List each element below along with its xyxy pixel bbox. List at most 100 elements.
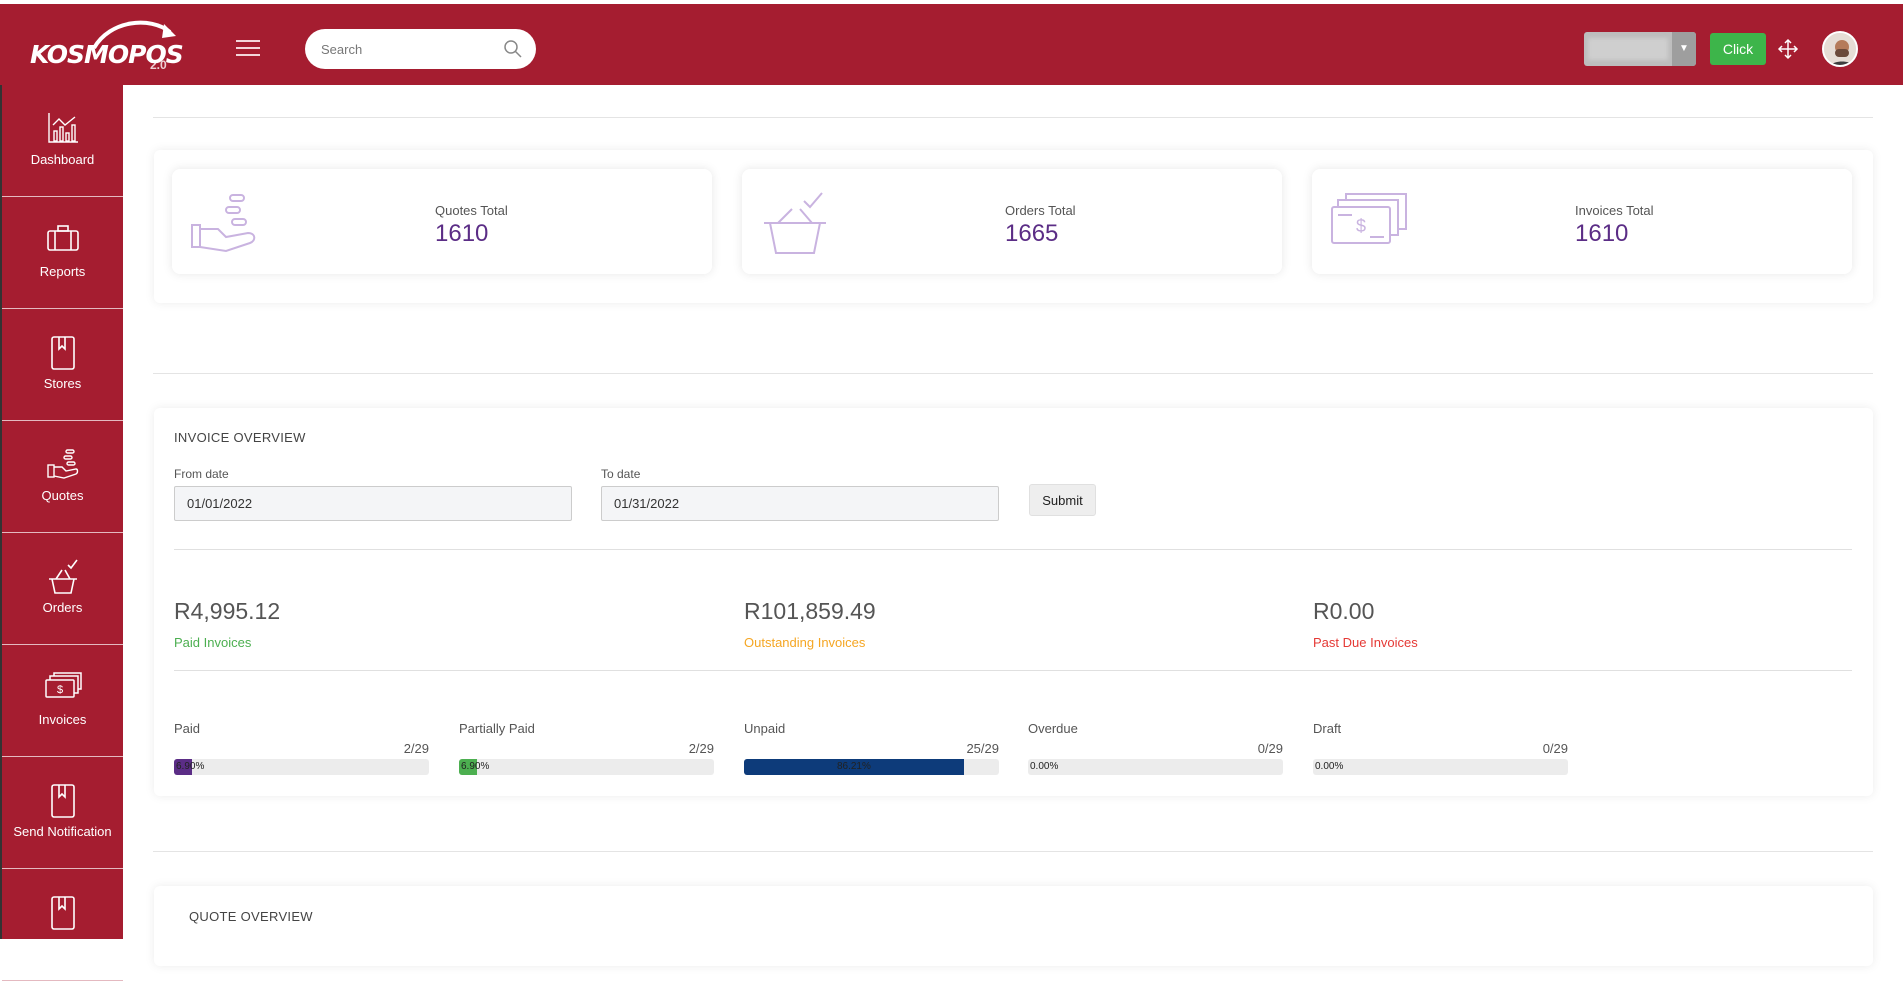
progress-fill	[174, 759, 192, 775]
store-select[interactable]: ▼	[1584, 32, 1696, 66]
invoice-overview-panel: INVOICE OVERVIEW From date To date Submi…	[154, 408, 1873, 796]
stat-label: Orders Total	[1005, 203, 1076, 218]
basket-icon	[48, 559, 78, 594]
progress-fill	[459, 759, 477, 775]
outstanding-label: Outstanding Invoices	[744, 635, 866, 650]
stat-card-quotes[interactable]: Quotes Total 1610	[172, 169, 712, 274]
progress-label: Unpaid	[744, 721, 786, 736]
progress-fill	[744, 759, 964, 775]
logo-version: 2.0	[150, 58, 167, 72]
outstanding-amount: R101,859.49	[744, 598, 876, 624]
svg-text:$: $	[56, 684, 62, 696]
submit-button[interactable]: Submit	[1029, 484, 1096, 516]
progress-bar: 0.00%	[1028, 759, 1283, 775]
progress-percent: 6.90%	[461, 761, 490, 772]
to-date-label: To date	[601, 467, 641, 481]
logo-text: KOSMOPOS	[30, 40, 184, 69]
progress-count: 2/29	[403, 741, 429, 756]
stat-card-orders[interactable]: Orders Total 1665	[742, 169, 1282, 274]
avatar[interactable]	[1822, 31, 1858, 67]
progress-percent: 0.00%	[1315, 761, 1344, 772]
fullscreen-icon[interactable]	[1777, 38, 1799, 60]
quote-overview-title: QUOTE OVERVIEW	[189, 909, 313, 924]
click-button[interactable]: Click	[1710, 33, 1766, 65]
book-icon	[50, 784, 75, 818]
divider	[174, 670, 1852, 671]
logo[interactable]: KOSMOPOS 2.0	[30, 18, 184, 74]
paid-amount: R4,995.12	[174, 598, 281, 624]
book-icon	[50, 336, 75, 370]
hand-coins-icon	[46, 449, 78, 479]
svg-text:$: $	[1356, 216, 1366, 236]
progress-label: Paid	[174, 721, 201, 736]
divider	[153, 373, 1873, 374]
progress-label: Overdue	[1028, 721, 1078, 736]
sidebar-item-label: Quotes	[41, 488, 84, 503]
divider	[153, 851, 1873, 852]
stat-value: 1610	[1575, 220, 1629, 247]
sidebar-item-stores[interactable]: Stores	[2, 309, 123, 421]
progress-bar: 0.00%	[1313, 759, 1568, 775]
menu-toggle-icon[interactable]	[236, 40, 260, 58]
totals-panel: Quotes Total 1610 Orders Total 1665	[154, 150, 1873, 303]
user-photo-icon	[1824, 33, 1856, 65]
sidebar-item-orders[interactable]: Orders	[2, 533, 123, 645]
sidebar-item-label: Reports	[39, 264, 86, 279]
stat-value: 1610	[435, 220, 489, 247]
chart-icon	[47, 113, 78, 143]
past-due-label: Past Due Invoices	[1313, 635, 1418, 650]
from-date-input[interactable]	[174, 486, 572, 521]
stat-label: Invoices Total	[1575, 203, 1654, 218]
to-date-input[interactable]	[601, 486, 999, 521]
search-icon[interactable]	[503, 39, 523, 59]
progress-count: 0/29	[1542, 741, 1568, 756]
progress-percent: 0.00%	[1030, 761, 1059, 772]
sidebar-item-invoices[interactable]: $ Invoices	[2, 645, 123, 757]
top-strip	[0, 0, 1903, 4]
sidebar-item-send-notification[interactable]: Send Notification	[2, 757, 123, 869]
sidebar-item-more[interactable]	[2, 869, 123, 981]
logo-swoosh-icon	[92, 20, 176, 50]
sidebar-item-label: Orders	[42, 600, 83, 615]
sidebar-item-quotes[interactable]: Quotes	[2, 421, 123, 533]
quote-overview-panel: QUOTE OVERVIEW	[154, 886, 1873, 966]
book-icon	[50, 896, 75, 930]
sidebar-item-label: Invoices	[38, 712, 87, 727]
sidebar-item-reports[interactable]: Reports	[2, 197, 123, 309]
top-bar: KOSMOPOS 2.0 ▼ Click	[0, 4, 1903, 85]
progress-bar: 6.90%	[174, 759, 429, 775]
progress-bar: 6.90%	[459, 759, 714, 775]
search-input[interactable]	[321, 39, 491, 59]
sidebar: Dashboard Reports Stores	[0, 85, 123, 981]
main-content: Quotes Total 1610 Orders Total 1665	[123, 85, 1903, 966]
stat-label: Quotes Total	[435, 203, 508, 218]
sidebar-item-label: Dashboard	[30, 152, 95, 167]
progress-count: 2/29	[688, 741, 714, 756]
money-icon: $	[1331, 193, 1407, 244]
progress-percent: 86.21%	[836, 761, 871, 772]
progress-count: 0/29	[1257, 741, 1283, 756]
store-select-value	[1588, 38, 1668, 60]
progress-label: Draft	[1313, 721, 1342, 736]
invoice-overview-title: INVOICE OVERVIEW	[174, 430, 306, 445]
past-due-amount: R0.00	[1313, 598, 1375, 624]
basket-icon	[764, 192, 826, 254]
briefcase-icon	[46, 225, 79, 251]
money-icon: $	[44, 672, 82, 698]
hand-coins-icon	[191, 194, 256, 253]
progress-percent: 6.90%	[176, 761, 205, 772]
paid-label: Paid Invoices	[174, 635, 252, 650]
divider	[153, 117, 1873, 118]
search-box	[305, 29, 536, 69]
divider	[174, 549, 1852, 550]
stat-value: 1665	[1005, 220, 1059, 247]
sidebar-item-label: Send Notification	[13, 824, 112, 839]
sidebar-item-dashboard[interactable]: Dashboard	[2, 85, 123, 197]
progress-label: Partially Paid	[459, 721, 535, 736]
progress-bar: 86.21%	[744, 759, 999, 775]
progress-count: 25/29	[966, 741, 999, 756]
stat-card-invoices[interactable]: $ Invoices Total 1610	[1312, 169, 1852, 274]
sidebar-item-label: Stores	[43, 376, 82, 391]
chevron-down-icon[interactable]: ▼	[1672, 32, 1696, 66]
from-date-label: From date	[174, 467, 229, 481]
